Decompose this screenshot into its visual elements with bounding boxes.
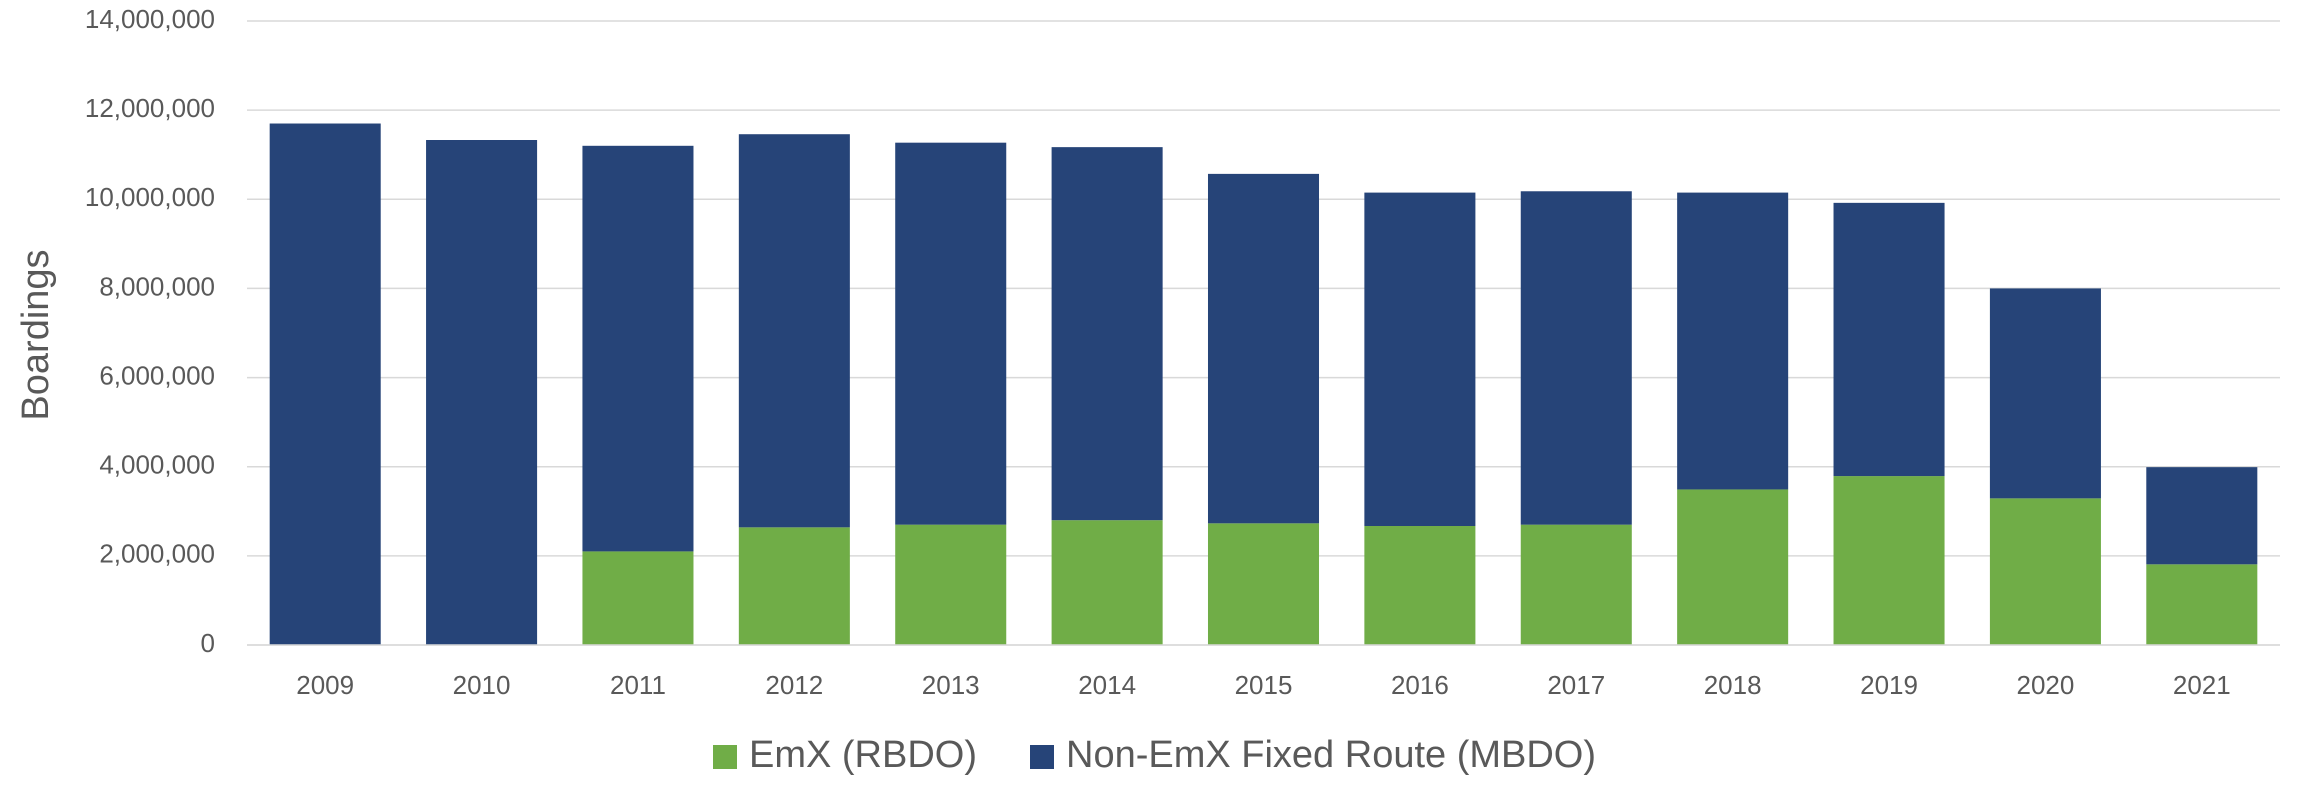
bar-segment	[1677, 489, 1789, 645]
bar-segment	[1989, 498, 2101, 645]
bar-segment	[1364, 525, 1476, 645]
bar-segment	[1207, 523, 1320, 645]
bar-segment	[1833, 476, 1945, 645]
bar-segment	[269, 123, 381, 645]
bar-segment	[1989, 288, 2101, 499]
legend-label: Non-EmX Fixed Route (MBDO)	[1066, 734, 1596, 776]
bar-segment	[895, 142, 1007, 525]
bar-segment	[1677, 192, 1789, 490]
x-tick-label: 2019	[1860, 670, 1918, 700]
y-tick-label: 6,000,000	[99, 360, 215, 390]
x-tick-label: 2013	[922, 670, 980, 700]
x-tick-label: 2015	[1235, 670, 1293, 700]
bar-segment	[1520, 191, 1632, 525]
x-tick-label: 2017	[1547, 670, 1605, 700]
x-tick-label: 2014	[1078, 670, 1136, 700]
bar-segment	[426, 140, 538, 645]
x-tick-label: 2011	[610, 670, 666, 700]
y-axis-label: Boardings	[15, 249, 57, 420]
bar-segment	[582, 145, 694, 552]
y-tick-label: 4,000,000	[99, 450, 215, 480]
y-tick-label: 12,000,000	[85, 93, 215, 123]
x-tick-label: 2018	[1704, 670, 1762, 700]
bar-segment	[1833, 202, 1945, 477]
x-tick-label: 2020	[2017, 670, 2075, 700]
bar-segment	[2146, 467, 2258, 565]
bar-segment	[1051, 520, 1163, 645]
bar-segment	[582, 551, 694, 645]
bar-segment	[2146, 564, 2258, 645]
bar-segment	[1051, 147, 1163, 521]
bar-segment	[1364, 192, 1476, 526]
x-tick-label: 2016	[1391, 670, 1449, 700]
x-tick-label: 2012	[765, 670, 823, 700]
y-tick-label: 0	[201, 628, 215, 658]
y-tick-label: 14,000,000	[85, 4, 215, 34]
bar-segment	[1207, 173, 1320, 524]
y-tick-label: 8,000,000	[99, 271, 215, 301]
bar-segment	[738, 527, 850, 645]
bar-segment	[895, 524, 1007, 645]
legend-swatch	[1030, 745, 1054, 769]
x-tick-label: 2010	[453, 670, 511, 700]
y-tick-label: 10,000,000	[85, 182, 215, 212]
legend-label: EmX (RBDO)	[749, 734, 977, 776]
legend-swatch	[713, 745, 737, 769]
bar-segment	[738, 134, 850, 528]
x-tick-label: 2021	[2173, 670, 2231, 700]
bar-segment	[1520, 524, 1632, 645]
y-tick-label: 2,000,000	[99, 539, 215, 569]
x-tick-label: 2009	[296, 670, 354, 700]
